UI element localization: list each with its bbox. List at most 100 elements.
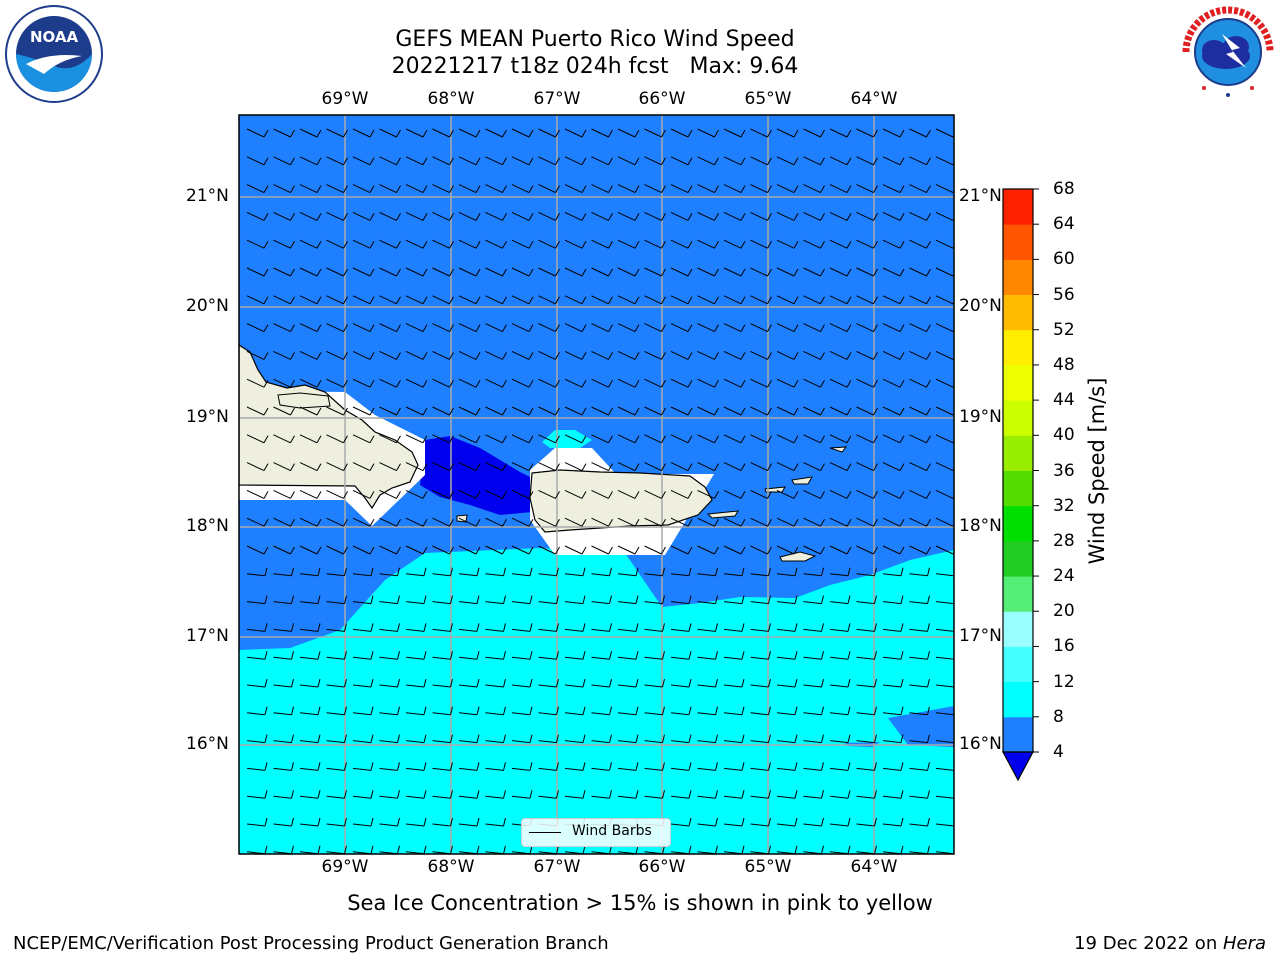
wind-barb bbox=[617, 517, 640, 527]
wind-barb bbox=[776, 323, 799, 333]
wind-barb bbox=[273, 734, 294, 744]
land-virgin-islands bbox=[764, 486, 786, 493]
wind-barb bbox=[750, 545, 772, 555]
wind-barb bbox=[776, 211, 799, 221]
wind-barb bbox=[485, 545, 507, 555]
wind-barb bbox=[299, 567, 321, 577]
wind-barb bbox=[485, 790, 506, 799]
wind-barb bbox=[723, 517, 746, 527]
wind-barb bbox=[591, 462, 613, 472]
wind-barb bbox=[882, 623, 904, 632]
wind-barb bbox=[882, 184, 905, 194]
wind-barb bbox=[352, 623, 374, 632]
wind-barb bbox=[829, 128, 852, 138]
wind-barb bbox=[564, 128, 587, 138]
wind-barb bbox=[670, 734, 692, 744]
wind-barb bbox=[750, 378, 772, 388]
wind-barb bbox=[591, 762, 612, 771]
wind-barb bbox=[617, 323, 640, 333]
wind-barb bbox=[432, 817, 453, 827]
wind-barb bbox=[591, 678, 612, 688]
colorbar-segment bbox=[1003, 329, 1033, 366]
wind-barb bbox=[379, 156, 401, 166]
wind-barb bbox=[591, 517, 613, 527]
wind-barb bbox=[670, 489, 693, 499]
wind-barb bbox=[723, 651, 745, 660]
wind-barb bbox=[458, 434, 481, 444]
wind-barb bbox=[882, 567, 904, 577]
wind-barb bbox=[670, 434, 693, 444]
wind-barb bbox=[776, 651, 798, 660]
wind-barb bbox=[564, 517, 587, 527]
wind-barb bbox=[405, 817, 427, 827]
wind-barb bbox=[882, 517, 905, 527]
wind-barb bbox=[723, 239, 746, 249]
wind-barb bbox=[909, 462, 931, 472]
wind-barb bbox=[564, 706, 586, 716]
wind-barb bbox=[909, 323, 931, 333]
wind-barb bbox=[617, 489, 640, 499]
wind-barb bbox=[909, 517, 931, 527]
wind-barb bbox=[405, 462, 428, 472]
wind-barb bbox=[776, 567, 798, 577]
wind-barb bbox=[723, 295, 746, 305]
wind-barb bbox=[856, 406, 878, 416]
machine-name: Hera bbox=[1222, 933, 1266, 954]
wind-barb bbox=[299, 184, 322, 194]
wind-barb bbox=[511, 239, 534, 249]
wind-barb bbox=[273, 267, 295, 277]
wind-barb bbox=[273, 406, 295, 416]
wind-barb bbox=[379, 517, 401, 527]
wind-barb bbox=[909, 595, 930, 605]
wind-barb bbox=[803, 267, 825, 277]
wind-barb bbox=[405, 790, 427, 799]
noaa-logo: NOAA bbox=[4, 4, 104, 108]
colorbar-segment bbox=[1003, 540, 1033, 577]
wind-barb bbox=[697, 595, 718, 605]
wind-barb bbox=[511, 267, 534, 277]
wind-barb bbox=[432, 762, 453, 771]
wind-barb bbox=[458, 762, 480, 771]
wind-barb bbox=[882, 762, 904, 771]
wind-barb bbox=[803, 462, 825, 472]
lon-label-bottom: 66°W bbox=[638, 857, 686, 877]
colorbar-segment bbox=[1003, 189, 1033, 225]
wind-barb bbox=[644, 790, 665, 799]
wind-barb bbox=[405, 295, 428, 305]
wind-barb bbox=[697, 323, 719, 333]
wind-barb bbox=[909, 156, 931, 166]
lat-label-right: 19°N bbox=[959, 407, 1002, 427]
wind-barb bbox=[352, 184, 375, 194]
wind-barb bbox=[432, 651, 453, 660]
wind-barb bbox=[458, 790, 480, 799]
wind-barb bbox=[352, 790, 374, 799]
nws-logo bbox=[1178, 2, 1278, 106]
wind-barb bbox=[829, 706, 851, 716]
lon-label-top: 68°W bbox=[427, 89, 475, 109]
wind-barb bbox=[511, 128, 534, 138]
colorbar-segment bbox=[1003, 576, 1033, 612]
wind-barb bbox=[246, 790, 268, 799]
wind-barb bbox=[909, 734, 930, 744]
wind-barb bbox=[326, 184, 348, 194]
wind-barb bbox=[405, 350, 428, 360]
wind-barb bbox=[750, 434, 772, 444]
wind-barb bbox=[644, 239, 666, 249]
wind-barb bbox=[909, 817, 930, 827]
colorbar-segment bbox=[1003, 435, 1033, 471]
wind-barb bbox=[458, 295, 481, 305]
wind-barb bbox=[829, 323, 852, 333]
wind-barb bbox=[485, 323, 507, 333]
wind-barb bbox=[432, 489, 454, 499]
wind-barb bbox=[829, 378, 852, 388]
wind-barb bbox=[538, 350, 560, 360]
wind-barb bbox=[458, 706, 480, 716]
wind-barb bbox=[379, 790, 400, 799]
wind-barb bbox=[697, 790, 718, 799]
wind-barb bbox=[564, 790, 586, 799]
wind-barb bbox=[644, 567, 665, 577]
wind-barb bbox=[644, 762, 665, 771]
lon-label-top: 67°W bbox=[533, 89, 581, 109]
wind-barb bbox=[246, 545, 269, 555]
wind-barb bbox=[511, 623, 533, 632]
